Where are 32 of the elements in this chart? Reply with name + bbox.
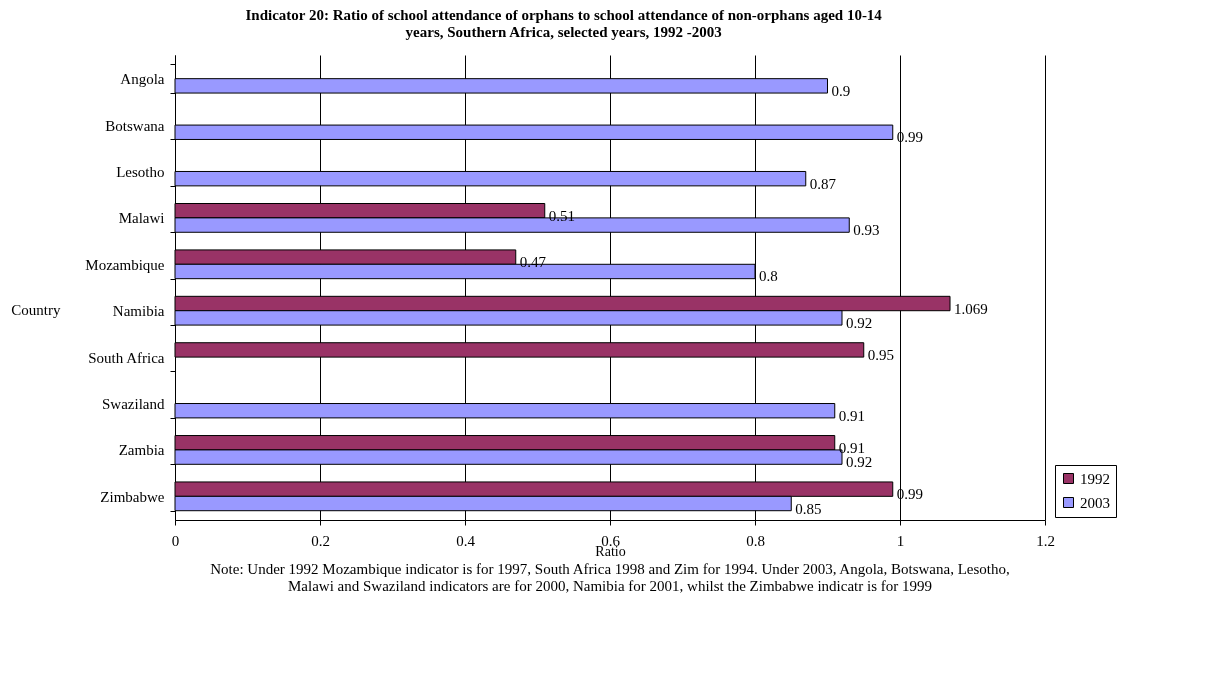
legend-label: 1992 bbox=[1080, 470, 1110, 487]
y-tick-label: Swaziland bbox=[102, 396, 165, 413]
y-tick-label: Mozambique bbox=[85, 256, 165, 273]
x-tick-label: 0.8 bbox=[746, 532, 765, 549]
y-tick-label: Namibia bbox=[112, 303, 165, 320]
data-label: 0.95 bbox=[867, 346, 894, 363]
data-label: 0.9 bbox=[831, 82, 851, 99]
data-label: 0.92 bbox=[846, 314, 873, 331]
data-label: 0.85 bbox=[795, 500, 822, 517]
x-tick-label: 0.2 bbox=[311, 532, 330, 549]
y-tick-label: South Africa bbox=[88, 349, 165, 366]
y-tick-label: Botswana bbox=[105, 117, 165, 134]
y-tick-label: Malawi bbox=[118, 210, 165, 227]
y-axis-title: Country bbox=[11, 301, 61, 318]
x-tick-label: 1.2 bbox=[1036, 532, 1055, 549]
data-label: 0.91 bbox=[838, 407, 865, 424]
y-tick-label: Lesotho bbox=[116, 163, 165, 180]
data-label: 0.92 bbox=[846, 454, 873, 471]
data-label: 0.87 bbox=[809, 175, 837, 192]
data-label: 1.069 bbox=[954, 300, 988, 317]
text: Note: Under 1992 Mozambique indicator is for 1997, South Africa 1998 and Zim for 1994. Under 2003, Angola, Botswana, Lesotho, Malawi and Swaziland indicators are for 2000, Namibia for 2001, whilst the Zimbabwe indicatr is for 1999 bbox=[210, 561, 1010, 594]
y-tick-label: Zambia bbox=[118, 442, 165, 459]
chart-title: Indicator 20: Ratio of school attendance of orphans to school attendance of non-orphans aged 10-14 years, Southern Africa, selected years, 1992 -2003 bbox=[245, 7, 883, 40]
x-tick-label: 0.4 bbox=[456, 532, 476, 549]
data-label: 0.8 bbox=[759, 268, 778, 285]
y-tick-label: Angola bbox=[120, 71, 165, 88]
legend-label: 2003 bbox=[1080, 494, 1110, 511]
data-label: 0.93 bbox=[853, 222, 880, 239]
x-tick-label: 1 bbox=[896, 532, 905, 549]
data-label: 0.91 bbox=[838, 439, 865, 456]
x-tick-label: 0 bbox=[171, 532, 180, 549]
y-tick-label: Zimbabwe bbox=[100, 488, 165, 505]
